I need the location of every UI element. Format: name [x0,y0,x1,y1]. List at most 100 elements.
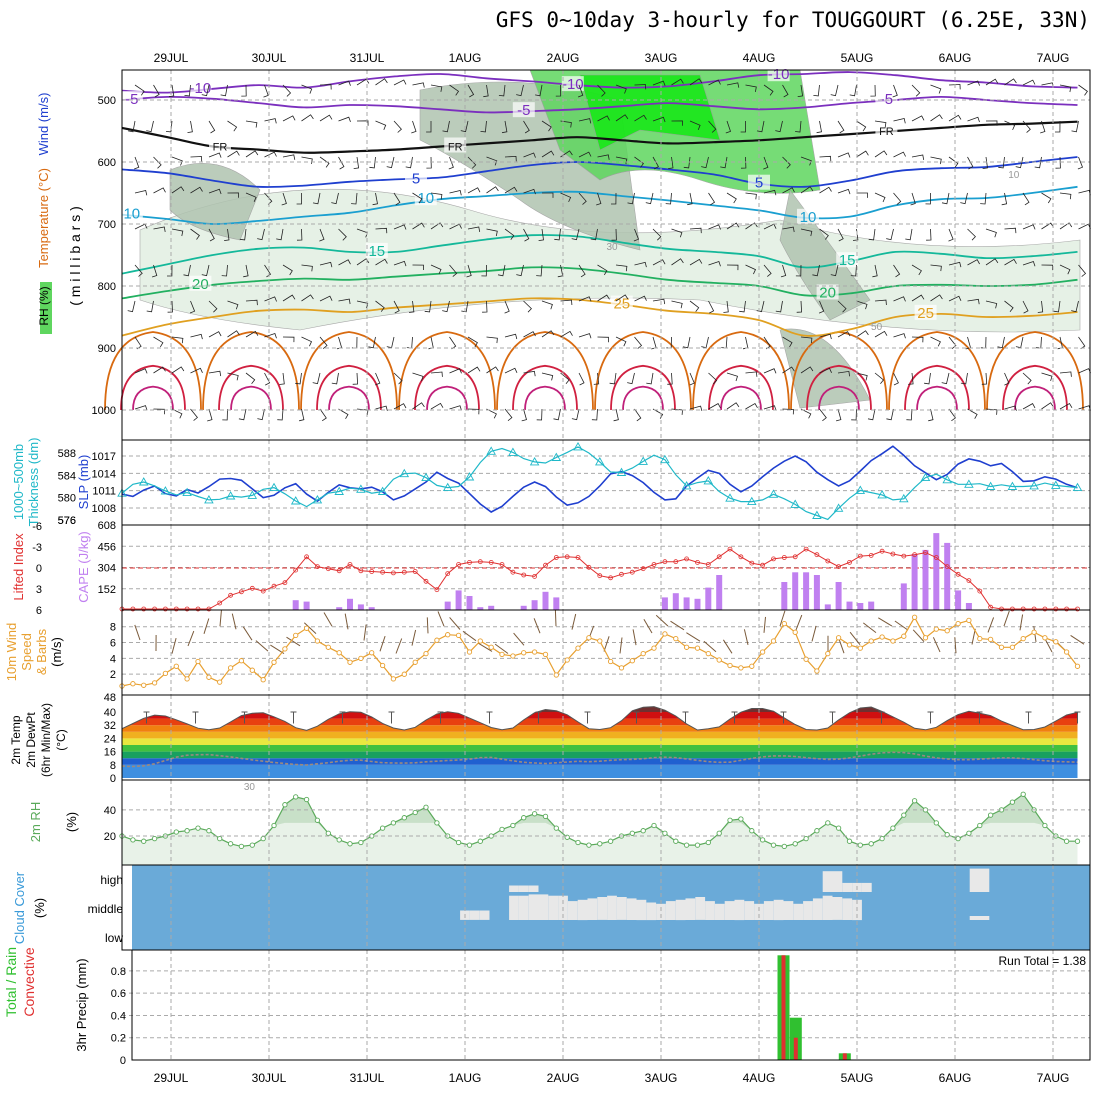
wind-speed-marker [922,635,929,641]
cloud-level-label: high [100,873,123,887]
wind-barb [941,192,950,205]
wind-barb [948,156,959,168]
wind-barb [998,156,1005,169]
wind-barb [726,222,740,230]
lifted-index-marker [771,556,776,562]
wind-speed-marker [434,637,440,643]
rh-marker [846,838,853,844]
lifted-index-marker [662,559,668,565]
warm-isotherm-loop [512,364,578,411]
cloud-box [528,894,539,920]
wind-barb [449,368,462,374]
dewpoint-line [121,751,1078,768]
cloud-box [626,898,637,920]
wind-barb [221,264,228,277]
warm-isotherm-loop [218,364,284,411]
rh-marker [412,809,418,816]
wind-barb [1041,192,1052,204]
wind-barb-10m [686,632,701,642]
cape-bar [835,582,842,610]
wind-barb [868,228,876,241]
wind-barb [687,192,693,206]
wind-speed-marker [629,658,635,664]
rh-marker [868,841,874,847]
wind-barb [356,258,370,266]
wind-barb [634,336,643,349]
wind-speed-marker [966,617,972,624]
wind-barb [671,258,684,266]
thickness-marker [551,452,562,461]
wind-barb [1004,372,1010,386]
cape-bar [455,590,462,610]
date-label-top: 3AUG [645,51,678,65]
rh-marker [977,822,983,829]
wind-barb [449,264,458,277]
wind-barb [893,151,906,158]
wind-speed-marker [944,628,950,634]
wind-barb [763,264,772,277]
cloud-axis-label: Cloud Cover [12,871,27,944]
wind-barb [282,294,296,302]
wind-barb [671,228,683,238]
wind-barb [393,403,407,410]
wind-barb [615,84,627,94]
wind-speed-marker [662,631,668,637]
wind-barb [905,228,913,241]
thickness-marker [290,496,301,505]
cloud-box [616,897,627,920]
wind-barb [985,258,999,266]
rh-marker [597,841,603,847]
thickness-marker [1007,481,1018,490]
wind-barb [535,84,543,97]
precip-tick: 0.8 [111,966,126,978]
wind-barb [460,120,469,133]
wind-barb [282,84,292,97]
wind-barb [165,120,173,133]
wind-barb [1022,192,1030,206]
precip-tick: 0.4 [111,1010,126,1022]
wind-axis-label: 10m Wind [4,623,19,682]
lifted-index-marker [640,566,646,572]
wind-barb [353,156,360,169]
wind-barb [967,298,980,305]
wind-speed-marker [868,638,874,644]
temperature-axis-label: Temperature (°C) [36,168,51,268]
rh-marker [249,842,255,848]
lifted-index-marker [423,578,429,584]
wind-barb [856,150,869,158]
thickness-marker [855,485,866,494]
wind-barb-10m [449,617,461,630]
thickness-marker [1072,482,1083,492]
wind-barb [560,120,572,128]
rh-marker [651,822,657,829]
thickness-marker [703,475,714,485]
wind-barb [816,120,822,134]
wind-barb [208,300,218,313]
wind-barb [739,300,746,313]
wind-barb-10m [795,614,803,631]
wind-speed-marker [314,638,321,644]
wind-barb [430,192,443,200]
wind-barb [430,84,443,92]
cape-bar [303,601,310,610]
thickness-marker [312,494,323,504]
wind-barb [393,192,401,206]
lifted-index-marker [282,580,288,586]
date-label-bottom: 29JUL [154,1071,189,1085]
warm-isotherm-loop [132,385,174,411]
wind-barb [948,228,954,242]
wind-barb [449,190,462,196]
wind-barb-10m [171,637,177,654]
wind-tick: 8 [110,622,116,634]
wind-barb [553,408,561,421]
wind-barb [1041,372,1053,382]
thickness-axis-label-1: 1000~500mb [11,444,26,520]
wind-barb [1004,227,1017,234]
wind-barb [1037,300,1044,313]
lifted-index-marker [857,553,863,559]
wind-barb [319,84,332,90]
wind-speed-marker [521,650,527,656]
rh-marker [260,835,266,842]
pressure-tick: 500 [98,95,116,107]
date-label-bottom: 31JUL [350,1071,385,1085]
